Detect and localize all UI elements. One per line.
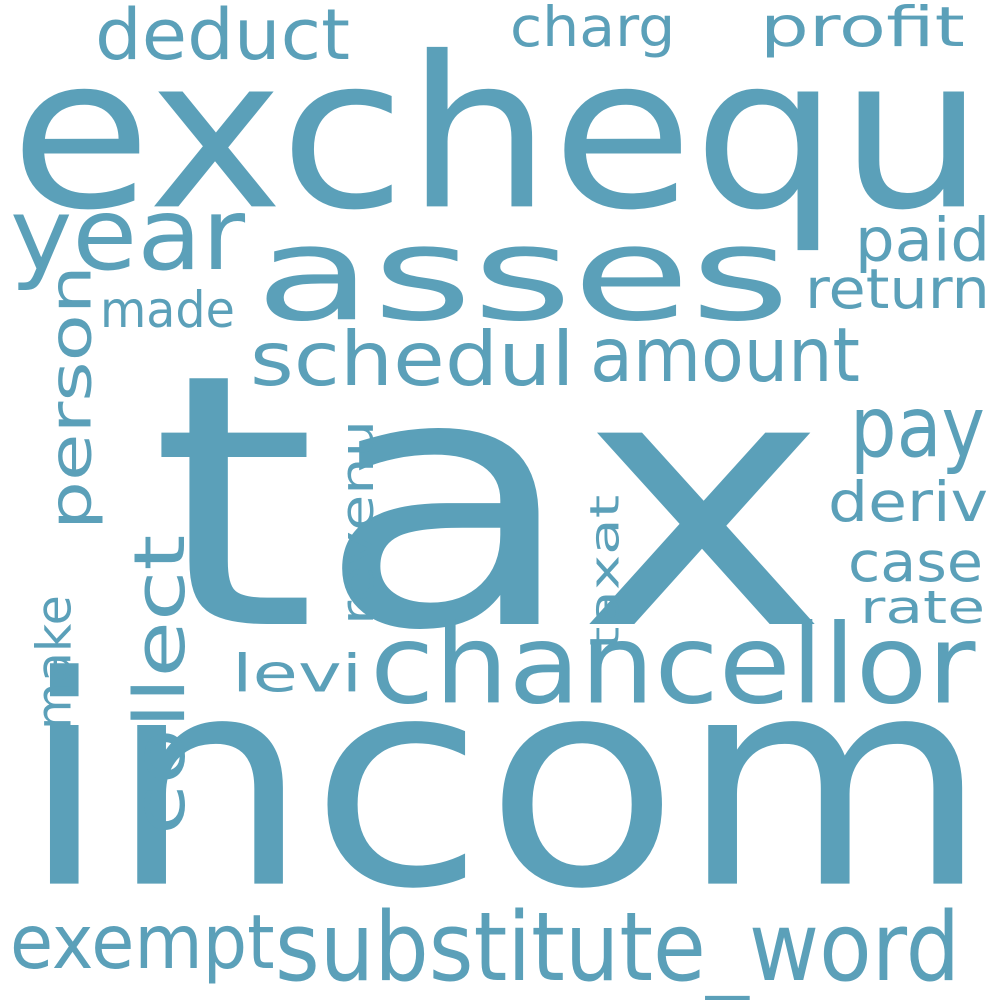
word-incom: incom	[20, 613, 990, 954]
word-taxat: taxat	[581, 494, 629, 650]
word-return: return	[805, 257, 990, 322]
word-deriv: deriv	[828, 470, 989, 535]
word-chancellor: chancellor	[370, 600, 976, 729]
word-made: made	[100, 280, 235, 339]
word-paid: paid	[855, 204, 991, 275]
word-deduct: deduct	[95, 0, 351, 76]
word-schedul: schedul	[250, 315, 575, 403]
word-tax: tax	[150, 298, 829, 708]
word-year: year	[10, 176, 246, 293]
word-substitute-word: substitute_word	[275, 891, 961, 1000]
word-collect: collect	[118, 534, 201, 835]
word-amount: amount	[590, 311, 860, 399]
word-exchequ: exchequ	[10, 11, 985, 257]
word-case: case	[848, 530, 983, 595]
word-pay: pay	[850, 377, 985, 477]
word-profit: profit	[760, 0, 965, 60]
word-asses: asses	[255, 198, 791, 351]
word-rate: rate	[860, 580, 986, 634]
word-levi: levi	[232, 643, 363, 705]
word-make: make	[25, 595, 82, 730]
word-exempt: exempt	[10, 898, 275, 986]
word-person: person	[36, 265, 105, 530]
word-revenu: revenu	[330, 420, 384, 625]
word-charg: charg	[510, 0, 676, 60]
